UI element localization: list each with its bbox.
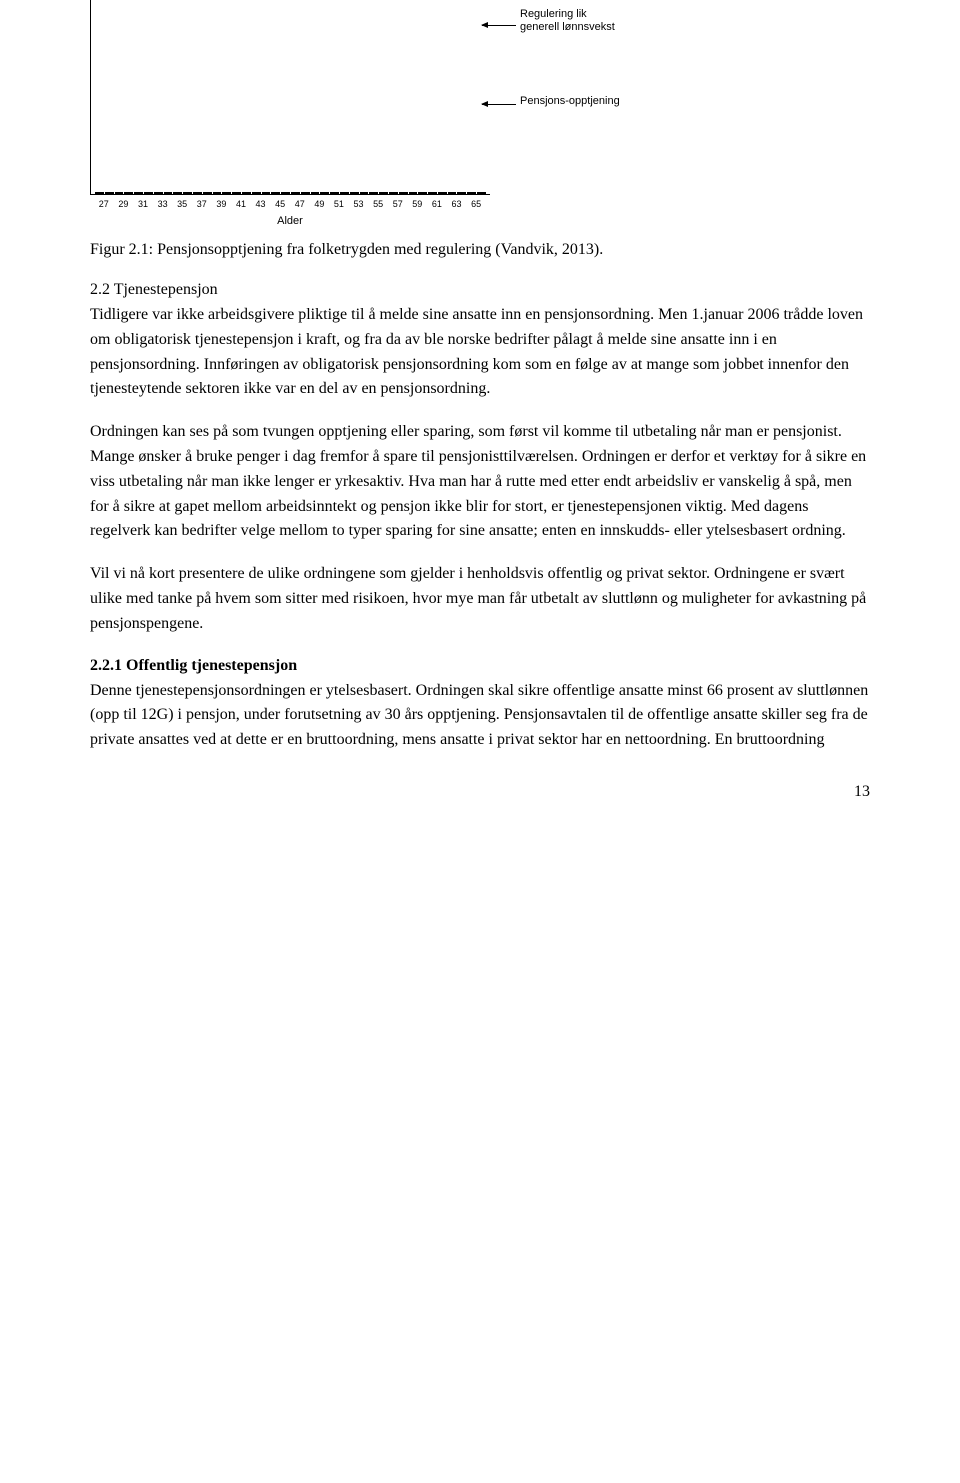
bar xyxy=(193,192,202,194)
x-tick-label: 45 xyxy=(270,199,290,209)
chart-annotation-pensjon: Pensjons-opptjening xyxy=(520,95,620,108)
bar xyxy=(213,192,222,194)
bar xyxy=(467,192,476,194)
x-tick-label: 49 xyxy=(310,199,330,209)
bar xyxy=(448,192,457,194)
paragraph: Vil vi nå kort presentere de ulike ordni… xyxy=(90,562,870,636)
x-tick-label: 63 xyxy=(447,199,467,209)
paragraph: Ordningen kan ses på som tvungen opptjen… xyxy=(90,420,870,544)
chart-x-axis-label: Alder xyxy=(90,215,490,227)
bar xyxy=(164,192,173,194)
bar xyxy=(369,192,378,194)
x-tick-label: 33 xyxy=(153,199,173,209)
bar xyxy=(154,192,163,194)
heading-2-2-1: 2.2.1 Offentlig tjenestepensjon xyxy=(90,657,870,675)
bar xyxy=(418,192,427,194)
bar xyxy=(173,192,182,194)
bar xyxy=(340,192,349,194)
bar xyxy=(379,192,388,194)
paragraph: Denne tjenestepensjonsordningen er ytels… xyxy=(90,679,870,753)
x-tick-label: 51 xyxy=(329,199,349,209)
bar xyxy=(134,192,143,194)
bar xyxy=(144,192,153,194)
bar xyxy=(252,192,261,194)
bar xyxy=(291,192,300,194)
bar xyxy=(477,192,486,194)
heading-2-2: 2.2 Tjenestepensjon xyxy=(90,281,870,299)
bar xyxy=(409,192,418,194)
x-tick-label: 65 xyxy=(466,199,486,209)
paragraph: Tidligere var ikke arbeidsgivere pliktig… xyxy=(90,303,870,402)
bar xyxy=(330,192,339,194)
x-tick-label: 61 xyxy=(427,199,447,209)
x-tick-label: 27 xyxy=(94,199,114,209)
chart-annotation-regulering: Regulering lik generell lønnsvekst xyxy=(520,8,620,34)
bar xyxy=(232,192,241,194)
arrow-icon xyxy=(482,104,516,105)
x-tick-label: 57 xyxy=(388,199,408,209)
bar xyxy=(242,192,251,194)
bar xyxy=(281,192,290,194)
bar xyxy=(320,192,329,194)
bar xyxy=(311,192,320,194)
page-number: 13 xyxy=(90,783,870,801)
bar xyxy=(389,192,398,194)
x-tick-label: 31 xyxy=(133,199,153,209)
bar xyxy=(124,192,133,194)
pension-chart: 2729313335373941434547495153555759616365… xyxy=(90,0,630,227)
figure-caption: Figur 2.1: Pensjonsopptjening fra folket… xyxy=(90,241,870,259)
x-tick-label: 29 xyxy=(114,199,134,209)
bar xyxy=(95,192,104,194)
bar xyxy=(222,192,231,194)
bar xyxy=(271,192,280,194)
x-tick-label: 53 xyxy=(349,199,369,209)
bar xyxy=(399,192,408,194)
x-tick-label: 39 xyxy=(212,199,232,209)
x-tick-label: 35 xyxy=(172,199,192,209)
bar xyxy=(262,192,271,194)
x-tick-label: 55 xyxy=(368,199,388,209)
bar xyxy=(115,192,124,194)
bar xyxy=(428,192,437,194)
x-tick-label: 59 xyxy=(408,199,428,209)
bar xyxy=(301,192,310,194)
x-tick-label: 37 xyxy=(192,199,212,209)
x-tick-label: 43 xyxy=(251,199,271,209)
bar xyxy=(457,192,466,194)
bar xyxy=(438,192,447,194)
chart-x-ticks: 2729313335373941434547495153555759616365 xyxy=(90,199,490,209)
x-tick-label: 41 xyxy=(231,199,251,209)
bar xyxy=(360,192,369,194)
bar xyxy=(183,192,192,194)
x-tick-label: 47 xyxy=(290,199,310,209)
bar xyxy=(105,192,114,194)
bar xyxy=(203,192,212,194)
chart-plot-area xyxy=(90,0,490,195)
arrow-icon xyxy=(482,25,516,26)
bar xyxy=(350,192,359,194)
